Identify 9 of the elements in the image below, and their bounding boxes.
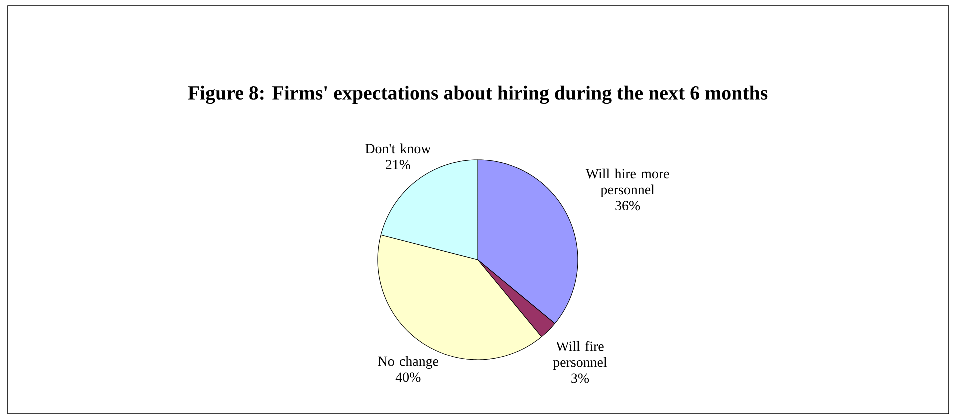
slice-label: No change — [378, 356, 439, 370]
slice-label: Will fire personnel — [553, 341, 608, 370]
slice-label: Will hire more personnel — [586, 168, 670, 198]
data-label: 40% — [396, 372, 421, 382]
slice-label: Don't know — [366, 144, 432, 154]
data-label: 21% — [386, 160, 411, 170]
data-label: 36% — [616, 201, 640, 211]
chart-title: Figure 8: Firms' expectations about hiring during the next 6 months — [188, 86, 768, 104]
data-label: 3% — [572, 374, 590, 384]
